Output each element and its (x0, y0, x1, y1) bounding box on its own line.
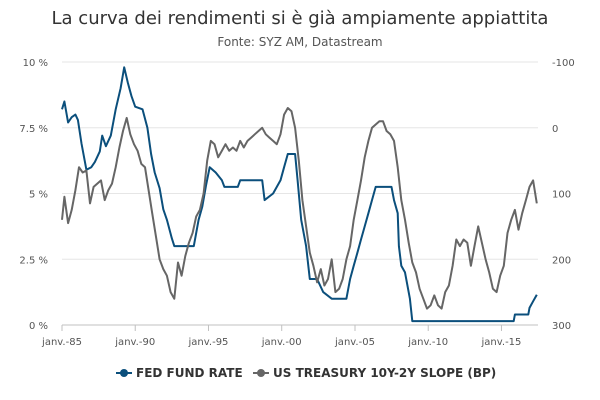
series-layer (61, 66, 538, 323)
y-right-tick-label: 100 (552, 190, 571, 201)
legend-item-2[interactable]: US TREASURY 10Y-2Y SLOPE (BP) (253, 366, 496, 380)
x-tick-label: janv.-05 (334, 337, 375, 348)
y-right-tick-label: -100 (552, 58, 575, 69)
series-line-2[interactable] (61, 107, 538, 310)
y-left-tick-label: 2.5 % (19, 255, 48, 266)
x-tick-label: janv.-90 (114, 337, 155, 348)
x-tick-label: janv.-85 (41, 337, 82, 348)
y-left-tick-label: 5 % (29, 190, 48, 201)
x-tick-label: janv.-10 (407, 337, 448, 348)
y-right-tick-label: 0 (552, 124, 558, 135)
y-left-tick-label: 0 % (29, 321, 48, 332)
legend-marker (120, 369, 128, 377)
series-line-1[interactable] (61, 66, 538, 323)
y-right-tick-label: 300 (552, 321, 571, 332)
x-tick-label: janv.-95 (188, 337, 229, 348)
x-tick-label: janv.-00 (261, 337, 302, 348)
legend-marker (257, 369, 265, 377)
legend-item-1[interactable]: FED FUND RATE (116, 366, 243, 380)
chart-title: La curva dei rendimenti si è già ampiame… (52, 8, 549, 29)
y-left-tick-label: 10 % (23, 58, 48, 69)
y-right-tick-label: 200 (552, 255, 571, 266)
legend-label: FED FUND RATE (136, 366, 243, 380)
chart-subtitle: Fonte: SYZ AM, Datastream (217, 35, 382, 49)
legend[interactable]: FED FUND RATE US TREASURY 10Y-2Y SLOPE (B… (116, 366, 496, 380)
x-tick-label: janv.-15 (481, 337, 522, 348)
axis-layer: 0 % 2.5 % 5 % 7.5 % 10 % -100 0 100 200 300 janv.-… (19, 58, 574, 348)
y-left-tick-label: 7.5 % (19, 124, 48, 135)
legend-label: US TREASURY 10Y-2Y SLOPE (BP) (273, 366, 496, 380)
